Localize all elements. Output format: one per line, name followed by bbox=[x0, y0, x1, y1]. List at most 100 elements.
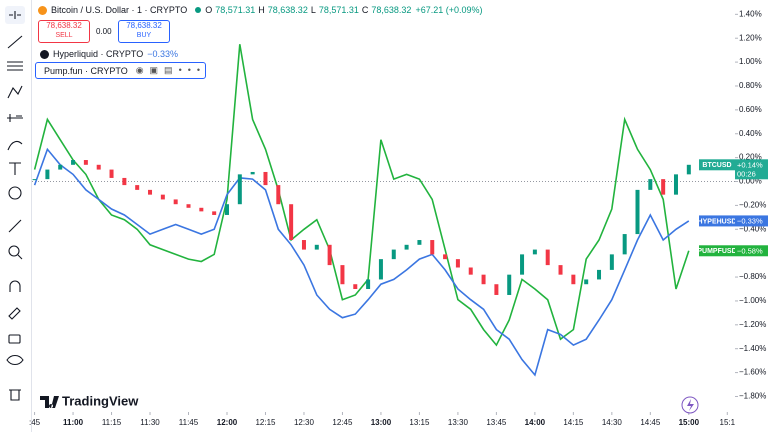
legend-row-selected[interactable]: Pump.fun · CRYPTO ◉▣▤••• bbox=[35, 62, 206, 79]
x-axis-bg bbox=[32, 412, 768, 432]
candle bbox=[404, 244, 409, 250]
candle bbox=[545, 249, 550, 266]
y-tick-label: −1.60% bbox=[739, 368, 766, 377]
candle bbox=[494, 284, 499, 295]
badge-value: −0.58% bbox=[737, 246, 763, 255]
candle bbox=[532, 249, 537, 255]
candle bbox=[32, 179, 37, 181]
candle bbox=[391, 249, 396, 260]
hype-icon bbox=[40, 49, 49, 59]
candle bbox=[558, 265, 563, 275]
candle bbox=[173, 199, 178, 205]
x-tick-label: 13:45 bbox=[486, 418, 507, 427]
buy-price: 78,638.32 bbox=[126, 21, 162, 30]
candle bbox=[45, 169, 50, 180]
candle bbox=[289, 204, 294, 241]
candle bbox=[135, 185, 140, 190]
badge-name-bg bbox=[699, 245, 735, 257]
y-tick-label: −1.20% bbox=[739, 320, 766, 329]
candle bbox=[186, 204, 191, 208]
x-tick-label: 12:45 bbox=[332, 418, 353, 427]
candle bbox=[468, 267, 473, 275]
badge-countdown: 00:26 bbox=[737, 169, 756, 178]
y-tick-label: −1.80% bbox=[739, 392, 766, 401]
candle bbox=[378, 259, 383, 280]
y-tick-label: 0.00% bbox=[739, 177, 762, 186]
y-tick-label: 1.20% bbox=[739, 33, 762, 42]
change: +67.21 (+0.09%) bbox=[415, 5, 483, 15]
candle bbox=[263, 171, 268, 186]
candle bbox=[430, 240, 435, 255]
candle bbox=[353, 284, 358, 289]
toolbar-icons[interactable] bbox=[5, 6, 25, 401]
y-tick-label: 0.80% bbox=[739, 81, 762, 90]
y-tick-label: 1.00% bbox=[739, 57, 762, 66]
x-tick-label: 14:15 bbox=[563, 418, 584, 427]
spread: 0.00 bbox=[96, 27, 112, 36]
candle bbox=[597, 269, 602, 280]
candle bbox=[443, 254, 448, 260]
ohlc-key: C bbox=[361, 5, 369, 15]
candle bbox=[148, 189, 153, 195]
candle bbox=[481, 274, 486, 285]
badge-name: HYPEHUSD bbox=[698, 218, 737, 225]
badge-value-bg bbox=[735, 159, 768, 180]
candle bbox=[507, 274, 512, 295]
x-tick-label: 11:45 bbox=[179, 418, 199, 427]
ohlc-value: 78,571.31 bbox=[215, 5, 256, 15]
ohlc-key: H bbox=[258, 5, 265, 15]
x-tick-label: 14:00 bbox=[525, 418, 546, 427]
badge-value: −0.33% bbox=[737, 216, 763, 225]
sell-price: 78,638.32 bbox=[46, 21, 82, 30]
ohlc-key: L bbox=[310, 5, 316, 15]
candle bbox=[58, 164, 63, 170]
toolbar bbox=[0, 0, 31, 432]
legend-name[interactable]: Hyperliquid · CRYPTO bbox=[53, 49, 144, 59]
x-tick-label: 13:30 bbox=[448, 418, 469, 427]
legend-name[interactable]: Pump.fun · CRYPTO bbox=[44, 65, 128, 76]
candle bbox=[160, 194, 165, 200]
buy-button[interactable]: 78,638.32 BUY bbox=[118, 20, 170, 43]
replay-icon[interactable] bbox=[681, 396, 699, 414]
legend-actions[interactable]: ◉▣▤••• bbox=[135, 65, 207, 75]
candle bbox=[455, 259, 460, 268]
sell-button[interactable]: 78,638.32 SELL bbox=[38, 20, 90, 43]
symbol[interactable]: Bitcoin / U.S. Dollar · 1 · CRYPTO bbox=[51, 5, 188, 15]
x-tick-label: 13:00 bbox=[371, 418, 392, 427]
candle bbox=[109, 169, 114, 178]
series-line bbox=[33, 147, 690, 377]
buy-label: BUY bbox=[136, 32, 152, 39]
candle bbox=[661, 179, 666, 195]
candle bbox=[571, 274, 576, 285]
y-tick-label: −1.00% bbox=[739, 296, 766, 305]
ohlc-value: 78,638.32 bbox=[371, 5, 412, 15]
x-tick-label: 14:45 bbox=[640, 418, 661, 427]
x-tick-label: 13:15 bbox=[409, 418, 430, 427]
candle bbox=[301, 240, 306, 250]
candle bbox=[584, 279, 589, 285]
candle bbox=[635, 189, 640, 235]
x-tick-label: 15:1 bbox=[720, 418, 736, 427]
symbol-row: Bitcoin / U.S. Dollar · 1 · CRYPTO O 78,5… bbox=[38, 5, 483, 15]
candle bbox=[673, 174, 678, 195]
y-tick-label: −0.80% bbox=[739, 272, 766, 281]
x-tick-label: 12:00 bbox=[217, 418, 238, 427]
logo: TradingView bbox=[40, 393, 139, 408]
candle bbox=[96, 164, 101, 170]
badge-value: +0.14% bbox=[737, 160, 763, 169]
x-tick-label: 14:30 bbox=[602, 418, 623, 427]
candle bbox=[520, 254, 525, 275]
status-dot bbox=[195, 7, 202, 13]
series-line bbox=[33, 44, 690, 347]
badge-name-bg bbox=[699, 159, 735, 171]
candle bbox=[71, 160, 76, 165]
y-tick-label: 0.60% bbox=[739, 105, 762, 114]
badge-name-bg bbox=[699, 215, 735, 227]
ohlc: O 78,571.31 H 78,638.32 L 78,571.31 C 78,638.32 bbox=[205, 5, 411, 15]
ohlc-value: 78,571.31 bbox=[318, 5, 359, 15]
candle bbox=[327, 244, 332, 266]
x-tick-label: :45 bbox=[29, 418, 41, 427]
x-tick-label: 12:15 bbox=[255, 418, 276, 427]
y-tick-label: −1.40% bbox=[739, 344, 766, 353]
